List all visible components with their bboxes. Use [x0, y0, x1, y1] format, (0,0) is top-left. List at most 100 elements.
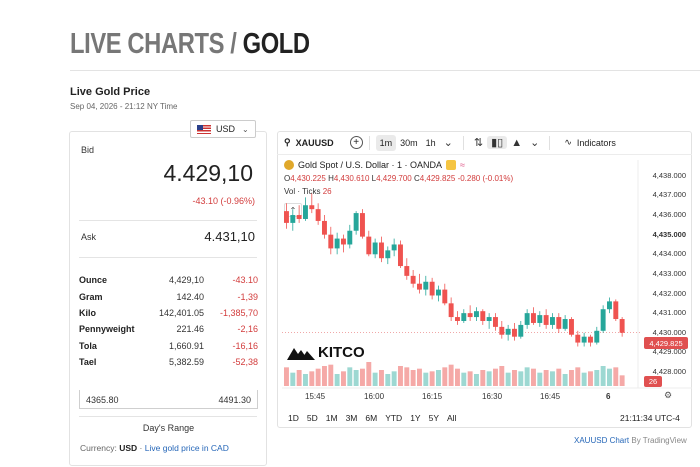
- collapse-legend-button[interactable]: ⌃: [284, 203, 302, 217]
- volume-label: Vol · Ticks: [284, 187, 321, 196]
- chart-legend-title: Gold Spot / U.S. Dollar · 1 · OANDA ≈: [284, 160, 465, 170]
- y-tick-label: 4,434.000: [652, 249, 686, 259]
- table-row: Gram 142.40 -1,39: [79, 288, 258, 304]
- x-tick-label: 16:00: [364, 392, 385, 401]
- y-tick-label: 4,433.000: [652, 268, 686, 278]
- days-range-label: Day's Range: [142, 423, 195, 433]
- range-5d[interactable]: 5D: [306, 413, 318, 423]
- settings-icon[interactable]: ⚙: [664, 390, 673, 400]
- close-label: C: [413, 174, 420, 183]
- y-tick-label: 4,436.000: [652, 210, 686, 220]
- open-label: O: [284, 174, 291, 183]
- divider: [79, 416, 257, 417]
- unit-name: Gram: [79, 291, 103, 302]
- indicators-button[interactable]: ∿ Indicators: [564, 137, 616, 148]
- unit-price: 5,382.59: [168, 357, 204, 368]
- range-6m[interactable]: 6M: [365, 413, 378, 423]
- range-5y[interactable]: 5Y: [428, 413, 439, 423]
- high-value: 4,430.610: [333, 174, 370, 183]
- ask-label: Ask: [81, 232, 97, 242]
- x-tick-label: 16:30: [482, 392, 503, 401]
- x-tick-label: 16:15: [422, 392, 443, 401]
- y-tick-label: 4,438.000: [652, 170, 686, 180]
- range-1y[interactable]: 1Y: [410, 413, 421, 423]
- currency-note-separator: ·: [139, 443, 143, 453]
- bid-label: Bid: [81, 145, 95, 155]
- unit-change: -43.10: [232, 275, 258, 286]
- close-value: 4,429.825: [419, 174, 456, 183]
- table-row: Ounce 4,429,10 -43.10: [79, 272, 258, 288]
- days-range-bar: 4365.80 4491.30: [79, 390, 258, 409]
- interval-1h[interactable]: 1h: [425, 137, 436, 148]
- section-title: Live Gold Price: [70, 86, 151, 98]
- bid-price: 4.429,10: [163, 160, 253, 186]
- low-value: 4,429.700: [376, 174, 412, 183]
- us-flag-icon: [197, 124, 211, 134]
- currency-value: USD: [216, 124, 236, 134]
- unit-name: Pennyweight: [79, 324, 135, 335]
- y-tick-label: 4,429.000: [652, 347, 686, 357]
- unit-change: -1,39: [237, 291, 258, 302]
- divider: [79, 257, 257, 258]
- title-main: GOLD: [242, 28, 310, 60]
- range-3m[interactable]: 3M: [345, 413, 358, 423]
- market-status-icon: [446, 160, 457, 170]
- interval-30m[interactable]: 30m: [400, 137, 418, 148]
- kitco-logo-icon: [287, 347, 315, 360]
- range-1m[interactable]: 1M: [325, 413, 338, 423]
- chart-legend-volume: Vol · Ticks 26: [284, 187, 332, 196]
- symbol-search[interactable]: ⚲ XAUUSD: [284, 137, 334, 148]
- volume-value: 26: [322, 187, 332, 196]
- y-tick-label: 4,428.000: [652, 367, 686, 376]
- bar-compare-icon[interactable]: ⇅: [473, 137, 484, 149]
- cad-price-link[interactable]: Live gold price in CAD: [144, 443, 229, 453]
- ask-price: 4.431,10: [204, 229, 255, 244]
- unit-name: Ounce: [79, 275, 108, 286]
- page-title: LIVE CHARTS / GOLD: [70, 28, 310, 61]
- legend-change: -0.280 (-0.01%): [457, 174, 514, 183]
- symbol-label: XAUUSD: [295, 137, 334, 148]
- chevron-down-icon[interactable]: ⌄: [443, 137, 453, 149]
- low-label: L: [371, 174, 377, 183]
- unit-name: Tola: [79, 340, 97, 351]
- range-all[interactable]: All: [447, 413, 457, 423]
- compare-plus-icon[interactable]: +: [349, 136, 363, 149]
- currency-note-currency: USD: [119, 443, 138, 453]
- legend-symbol-title: Gold Spot / U.S. Dollar · 1 · OANDA: [298, 160, 443, 170]
- bid-change: -43.10 (-0.96%): [192, 196, 255, 206]
- last-volume-tag: 26: [644, 376, 662, 387]
- title-divider: [70, 70, 700, 71]
- chart-clock[interactable]: 21:11:34 UTC-4: [620, 413, 680, 423]
- x-tick-label: 16:45: [540, 392, 561, 401]
- chevron-down-icon[interactable]: ⌄: [530, 137, 540, 149]
- unit-price-table: Ounce 4,429,10 -43.10 Gram 142.40 -1,39 Kilo…: [79, 272, 258, 370]
- x-tick-label: 6: [606, 392, 611, 401]
- currency-note-prefix: Currency:: [80, 443, 117, 453]
- indicators-label: Indicators: [576, 137, 616, 148]
- unit-price: 221.46: [176, 324, 204, 335]
- chart-legend-ohlc: O4,430.225 H4,430.610 L4,429.700 C4,429.…: [284, 174, 513, 183]
- wave-icon: ≈: [460, 160, 465, 170]
- range-ytd[interactable]: YTD: [385, 413, 403, 423]
- y-tick-label: 4,431.000: [652, 308, 686, 318]
- attribution-link[interactable]: XAUUSD Chart: [574, 436, 630, 445]
- unit-change: -1,385,70: [219, 307, 258, 318]
- candles-icon[interactable]: ▮▯: [487, 136, 508, 149]
- unit-change: -2,16: [237, 324, 258, 335]
- unit-change: -16,16: [232, 340, 258, 351]
- range-high: 4491.30: [218, 395, 251, 405]
- unit-name: Tael: [79, 357, 97, 368]
- range-1d[interactable]: 1D: [288, 413, 299, 423]
- title-prefix: LIVE CHARTS /: [70, 28, 237, 60]
- x-tick-label: 15:45: [305, 392, 326, 401]
- table-row: Tola 1,660.91 -16,16: [79, 338, 258, 354]
- interval-1m[interactable]: 1m: [375, 134, 397, 151]
- toolbar-separator: [368, 135, 370, 150]
- high-label: H: [328, 174, 334, 183]
- tradingview-attribution[interactable]: XAUUSD Chart By TradingView: [574, 436, 687, 445]
- y-tick-label: 4,430.000: [652, 327, 686, 337]
- table-row: Tael 5,382.59 -52,38: [79, 354, 258, 370]
- currency-dropdown[interactable]: USD ⌄: [190, 120, 256, 138]
- gold-coin-icon: [284, 160, 294, 170]
- area-chart-icon[interactable]: ▲: [511, 136, 523, 149]
